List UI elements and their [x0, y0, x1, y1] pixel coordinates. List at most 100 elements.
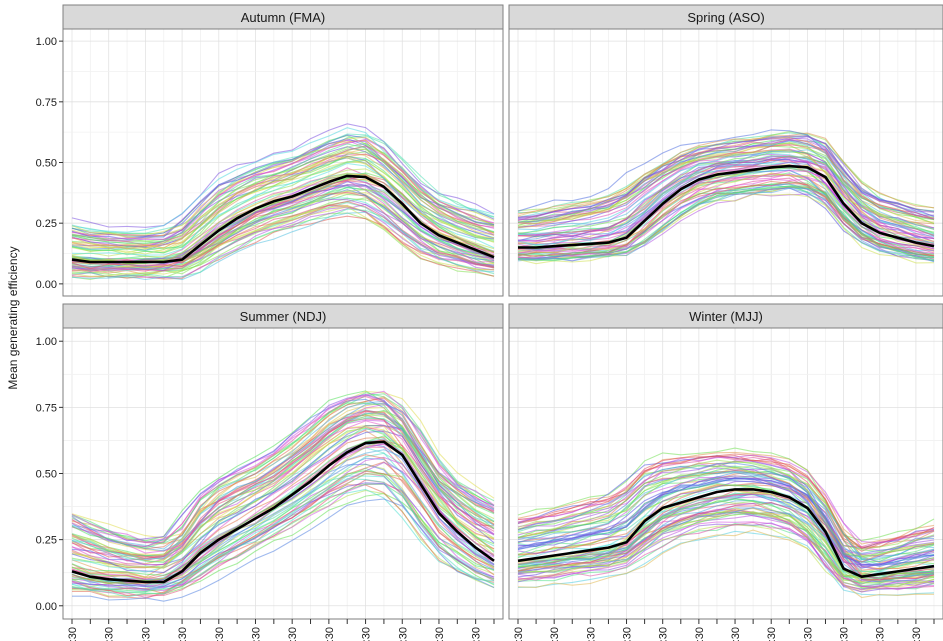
unit-series-line: [517, 149, 935, 231]
unit-series-line: [71, 159, 495, 256]
unit-series-line: [72, 498, 495, 602]
x-tick-label: 14:30: [324, 627, 336, 641]
unit-series-line: [517, 136, 935, 219]
unit-series-line: [517, 484, 935, 571]
x-tick-label: 16:30: [802, 627, 814, 641]
unit-series-line: [71, 191, 495, 272]
panel-border: [508, 327, 943, 620]
unit-series-line: [517, 142, 935, 224]
unit-series-line: [517, 462, 935, 554]
x-tick-label: 04:30: [585, 627, 597, 641]
unit-series-line: [71, 483, 495, 592]
unit-series-line: [71, 402, 495, 549]
y-tick-label: 1.00: [36, 36, 57, 48]
unit-series-line: [517, 480, 935, 569]
panel-1: Autumn (FMA) 0.00 0.25 0.50 0.75 1.00: [36, 4, 504, 297]
unit-series-line: [517, 137, 935, 219]
x-tick-label: 14:30: [766, 627, 778, 641]
mean-series-line: [518, 164, 935, 249]
unit-series-line: [71, 180, 495, 269]
unit-series-line: [517, 466, 935, 558]
unit-series-line: [71, 430, 495, 574]
y-tick-label: 1.00: [36, 336, 57, 348]
unit-series-line: [517, 521, 935, 589]
unit-series-line: [517, 482, 935, 572]
unit-series-line: [71, 461, 495, 590]
unit-series-line: [517, 155, 935, 238]
unit-series-line: [71, 407, 495, 556]
unit-series-line: [517, 500, 935, 579]
background-series: [71, 123, 495, 281]
unit-series-line: [71, 394, 495, 544]
y-tick-label: 0.75: [36, 402, 57, 414]
x-tick-label: 12:30: [287, 627, 299, 641]
y-axis-title: Mean generating efficiency: [6, 246, 20, 389]
unit-series-line: [517, 173, 935, 254]
unit-series-line: [517, 160, 935, 243]
unit-series-line: [71, 153, 495, 250]
unit-series-line: [517, 471, 935, 563]
x-tick-label: 02:30: [549, 627, 561, 641]
mean-series-line: [71, 174, 495, 264]
unit-series-line: [517, 511, 935, 584]
panel-2: Spring (ASO): [508, 4, 943, 297]
x-tick-label: 10:30: [250, 627, 262, 641]
unit-series-line: [71, 127, 495, 233]
x-tick-label: 22:30: [471, 627, 483, 641]
unit-series-line: [71, 172, 495, 263]
unit-series-line: [71, 435, 495, 576]
unit-series-line: [517, 521, 935, 591]
x-tick-label: 22:30: [911, 627, 923, 641]
background-series: [71, 390, 495, 602]
x-tick-label: 20:30: [434, 627, 446, 641]
unit-series-line: [71, 390, 495, 543]
unit-series-line: [517, 170, 935, 254]
chart-panels: Autumn (FMA) 0.00 0.25 0.50 0.75 1.00 Spring (…: [36, 4, 943, 641]
y-tick-label: 0.00: [36, 279, 57, 291]
unit-series-line: [71, 390, 495, 539]
panel-4: Winter (MJJ) 00:30 02:30 04:30 06:30 08:30 10:…: [508, 303, 943, 641]
x-tick-label: 08:30: [658, 627, 670, 641]
unit-series-line: [71, 151, 495, 250]
unit-series-line: [517, 149, 935, 230]
unit-series-line: [517, 502, 935, 581]
background-series: [517, 447, 935, 599]
unit-series-line: [71, 396, 495, 548]
y-tick-label: 0.25: [36, 218, 57, 230]
unit-series-line: [517, 454, 935, 544]
unit-series-line: [517, 459, 935, 550]
unit-series-line: [517, 174, 935, 254]
panel-border: [508, 28, 943, 297]
unit-series-line: [517, 180, 935, 257]
unit-series-line: [71, 133, 495, 234]
facet-strip: [62, 4, 504, 30]
unit-series-line: [71, 418, 495, 562]
unit-series-line: [71, 211, 495, 281]
unit-series-line: [71, 403, 495, 554]
x-tick-label: 10:30: [694, 627, 706, 641]
x-tick-label: 02:30: [104, 627, 116, 641]
unit-series-line: [71, 158, 495, 251]
unit-series-line: [71, 203, 495, 279]
unit-series-line: [517, 187, 935, 263]
unit-series-line: [517, 465, 935, 556]
unit-series-line: [517, 463, 935, 555]
facet-label: Summer (NDJ): [240, 309, 327, 324]
y-tick-label: 0.25: [36, 535, 57, 547]
x-tick-label: 00:30: [67, 627, 79, 641]
unit-series-line: [517, 523, 935, 590]
unit-series-line: [71, 206, 495, 271]
unit-series-line: [517, 193, 935, 265]
panel-3: Summer (NDJ) 0.00 0.25 0.50 0.75 1.00 00:30 02:…: [36, 303, 504, 641]
unit-series-line: [517, 185, 935, 259]
unit-series-line: [71, 138, 495, 240]
x-tick-label: 08:30: [214, 627, 226, 641]
x-tick-label: 12:30: [730, 627, 742, 641]
unit-series-line: [71, 417, 495, 563]
unit-series-line: [71, 426, 495, 569]
unit-series-line: [71, 198, 495, 271]
unit-series-line: [71, 162, 495, 256]
unit-series-line: [71, 478, 495, 598]
x-tick-label: 18:30: [397, 627, 409, 641]
x-tick-label: 06:30: [177, 627, 189, 641]
